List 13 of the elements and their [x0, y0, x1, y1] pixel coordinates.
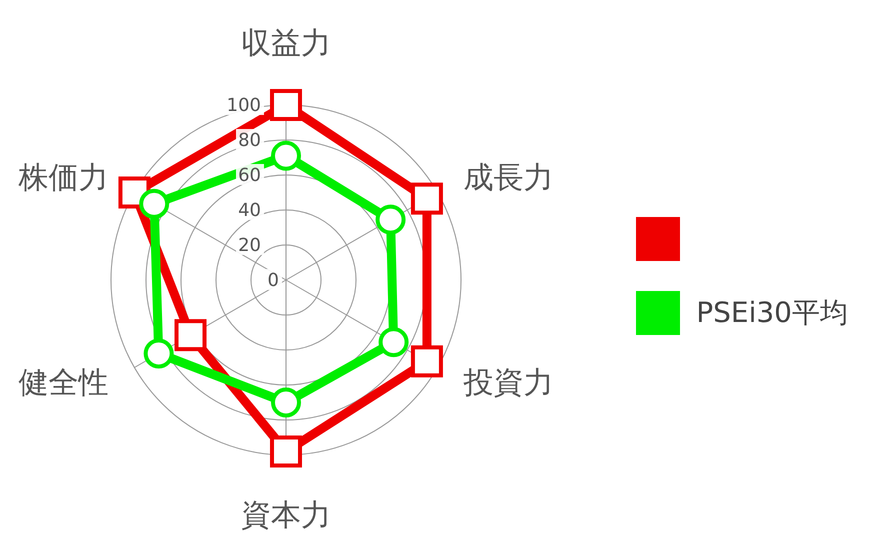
legend-label: PSEi30平均 — [696, 294, 848, 330]
spoke-label: 投資力 — [462, 366, 554, 400]
spoke-label: 収益力 — [241, 26, 331, 61]
spoke-label: 資本力 — [241, 498, 331, 533]
y-tick-label: 40 — [238, 200, 261, 221]
y-tick-label: 60 — [238, 165, 261, 186]
spoke-label: 成長力 — [464, 160, 554, 196]
y-tick-label: 0 — [268, 270, 279, 291]
spoke-label: 株価力 — [17, 160, 108, 196]
y-tick-label: 80 — [238, 130, 261, 151]
spoke-label: 健全性 — [18, 366, 108, 400]
y-tick-label: 100 — [226, 95, 261, 116]
y-tick-label: 20 — [238, 235, 261, 256]
